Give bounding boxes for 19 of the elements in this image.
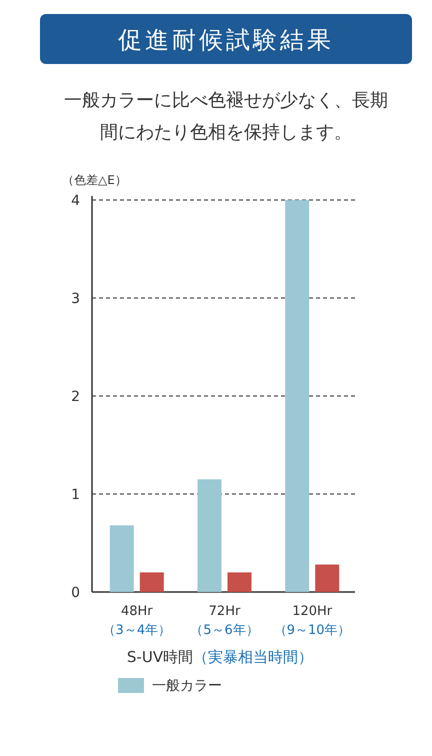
chart-subtitle: 一般カラーに比べ色褪せが少なく、長期間にわたり色相を保持します。 (64, 90, 388, 143)
y-tick-label: 4 (71, 193, 80, 209)
bar (110, 525, 134, 592)
y-tick-label: 2 (71, 389, 80, 405)
bar (198, 479, 222, 592)
y-axis-title: （色差△E） (62, 173, 127, 187)
legend-label: 一般カラー (152, 678, 222, 694)
y-tick-label: 1 (71, 487, 80, 503)
y-tick-label: 3 (71, 291, 80, 307)
y-tick-label: 0 (71, 585, 80, 601)
x-tick-label: 72Hr （5～6年） (190, 604, 259, 638)
bar (315, 564, 340, 592)
chart-title: 促進耐候試験結果 (118, 26, 334, 54)
x-axis-title: S-UV時間（実暴相当時間） (126, 648, 314, 666)
bar (228, 572, 252, 592)
x-tick-label: 120Hr （9～10年） (274, 604, 351, 638)
bar (285, 200, 310, 592)
bar (140, 572, 164, 592)
x-tick-label: 48Hr （3～4年） (102, 604, 172, 638)
